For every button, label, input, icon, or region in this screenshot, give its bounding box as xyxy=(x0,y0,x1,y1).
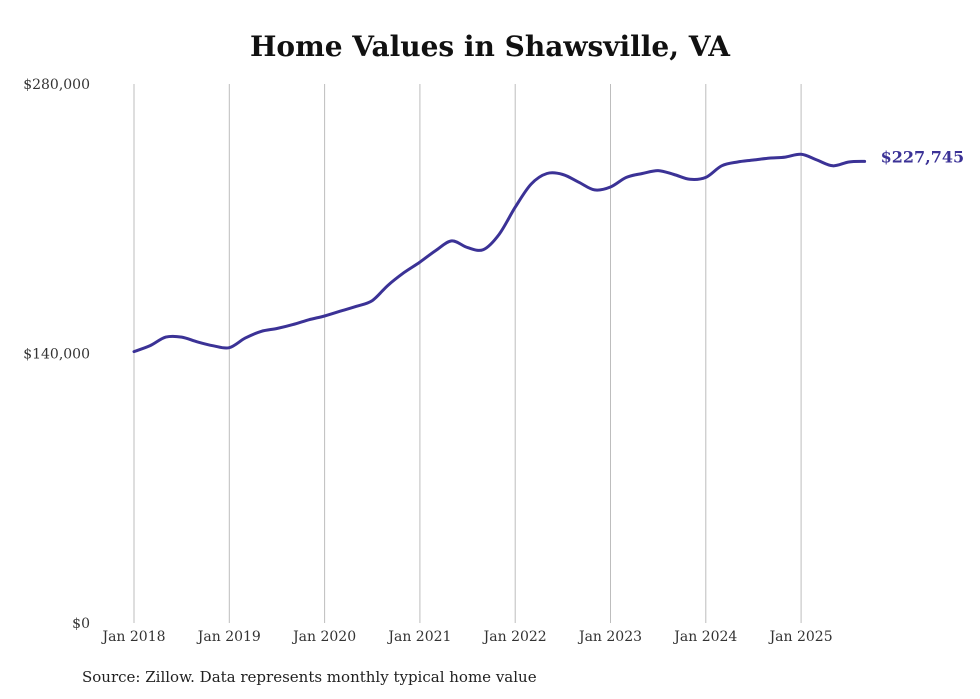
x-tick-label: Jan 2023 xyxy=(577,629,642,645)
y-tick-label: $0 xyxy=(72,616,90,632)
x-tick-label: Jan 2025 xyxy=(768,629,833,645)
x-tick-label: Jan 2020 xyxy=(291,629,356,645)
source-note: Source: Zillow. Data represents monthly … xyxy=(82,668,537,686)
series-line xyxy=(132,152,867,354)
y-tick-label: $280,000 xyxy=(23,77,90,93)
y-axis-ticks: $0 $140,000 $280,000 xyxy=(23,77,90,632)
x-tick-label: Jan 2019 xyxy=(196,629,261,645)
chart-title: Home Values in Shawsville, VA xyxy=(249,30,731,63)
end-value-label: $227,745 xyxy=(881,147,965,166)
x-tick-label: Jan 2022 xyxy=(482,629,547,645)
x-axis-ticks: Jan 2018 Jan 2019 Jan 2020 Jan 2021 Jan 2022… xyxy=(100,629,832,645)
x-tick-label: Jan 2024 xyxy=(672,629,737,645)
gridlines xyxy=(133,84,802,623)
x-tick-label: Jan 2021 xyxy=(386,629,451,645)
y-tick-label: $140,000 xyxy=(23,347,90,363)
x-tick-label: Jan 2018 xyxy=(100,629,165,645)
